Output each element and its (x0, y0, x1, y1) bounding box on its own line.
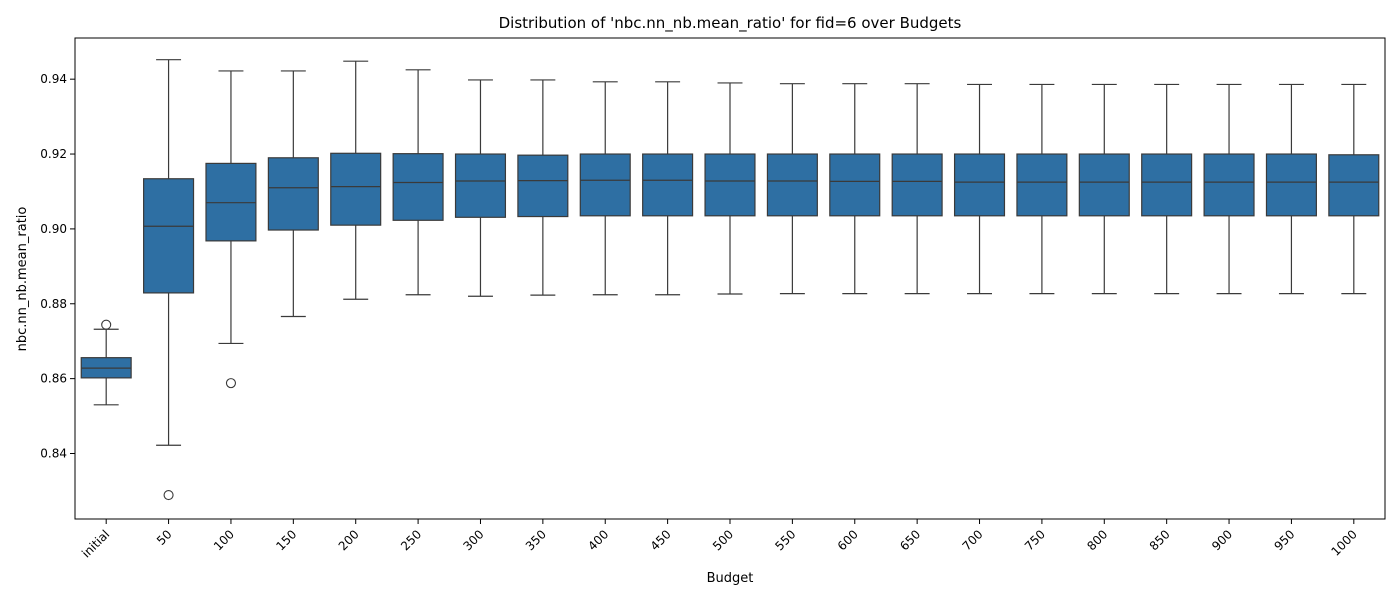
iqr-box (454, 153, 507, 218)
x-axis-label: Budget (707, 571, 754, 586)
box-600 (829, 83, 881, 295)
iqr-box (330, 152, 382, 226)
iqr-box (517, 154, 569, 218)
box-100 (205, 70, 257, 389)
plot-area (80, 59, 1380, 501)
x-tick-label: 100 (211, 527, 237, 553)
x-tick-label: 800 (1084, 527, 1110, 553)
box-550 (766, 83, 818, 295)
box-50 (143, 59, 195, 501)
iqr-box (704, 153, 756, 217)
x-tick-label: 350 (523, 527, 549, 553)
box-800 (1078, 83, 1130, 295)
box-700 (953, 83, 1006, 295)
iqr-box (766, 153, 818, 217)
box-850 (1141, 83, 1193, 295)
x-tick-label: 50 (154, 527, 175, 548)
x-tick-label: 200 (336, 527, 362, 553)
x-tick-label: 650 (897, 527, 923, 553)
x-axis: initial 50 100 150 200 250 300 350 400 450 500 550 6… (79, 519, 1360, 560)
iqr-box (392, 153, 444, 221)
iqr-box (267, 157, 319, 231)
box-350 (517, 79, 569, 296)
iqr-box (143, 178, 195, 294)
x-tick-label: 1000 (1328, 527, 1359, 558)
iqr-box (1265, 153, 1317, 217)
iqr-box (1141, 153, 1193, 217)
x-tick-label: 600 (835, 527, 861, 553)
x-tick-label: 500 (710, 527, 736, 553)
chart-title: Distribution of 'nbc.nn_nb.mean_ratio' f… (499, 14, 962, 33)
iqr-box (891, 153, 943, 217)
y-tick-label: 0.84 (40, 446, 67, 460)
box-950 (1265, 83, 1317, 295)
x-tick-label: 550 (772, 527, 798, 553)
outlier-point (101, 319, 112, 330)
iqr-box (953, 153, 1006, 217)
y-axis-label: nbc.nn_nb.mean_ratio (15, 207, 30, 352)
x-tick-label: 700 (960, 527, 986, 553)
x-tick-label: 400 (585, 527, 611, 553)
box-500 (704, 82, 756, 295)
x-tick-label: 300 (461, 527, 487, 553)
iqr-box (642, 153, 694, 217)
iqr-box (829, 153, 881, 217)
y-axis: 0.84 0.86 0.88 0.90 0.92 0.94 (40, 72, 75, 460)
box-300 (454, 79, 507, 297)
x-tick-label: 750 (1022, 527, 1048, 553)
box-1000 (1328, 83, 1380, 295)
y-tick-label: 0.94 (40, 72, 67, 86)
box-150 (267, 70, 319, 318)
box-900 (1203, 83, 1255, 295)
x-tick-label: 900 (1209, 527, 1235, 553)
box-initial (80, 319, 132, 406)
x-tick-label: 850 (1147, 527, 1173, 553)
x-tick-label: 250 (398, 527, 424, 553)
x-tick-label: 150 (273, 527, 299, 553)
iqr-box (1078, 153, 1130, 217)
x-tick-label: 450 (648, 527, 674, 553)
y-tick-label: 0.90 (40, 222, 67, 236)
outlier-point (163, 489, 174, 501)
box-200 (330, 60, 382, 300)
y-tick-label: 0.86 (40, 372, 67, 386)
iqr-box (1016, 153, 1068, 217)
box-650 (891, 83, 943, 295)
outlier-point (225, 378, 237, 389)
x-tick-label: 950 (1271, 527, 1297, 553)
iqr-box (1203, 153, 1255, 217)
iqr-box (1328, 154, 1380, 217)
box-400 (579, 81, 631, 296)
y-tick-label: 0.88 (40, 297, 67, 311)
box-450 (642, 81, 694, 296)
x-tick-label: initial (79, 527, 112, 560)
iqr-box (579, 153, 631, 217)
box-250 (392, 69, 444, 296)
box-750 (1016, 83, 1068, 295)
y-tick-label: 0.92 (40, 147, 67, 161)
